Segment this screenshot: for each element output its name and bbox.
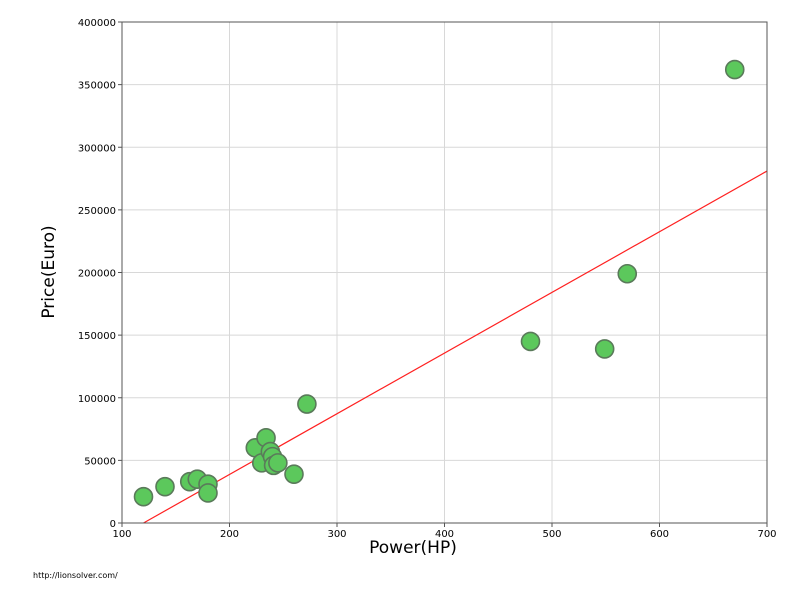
y-tick-label: 300000: [78, 143, 116, 154]
y-tick-label: 100000: [78, 394, 116, 405]
data-point: [155, 476, 175, 497]
x-tick-label: 700: [757, 529, 776, 540]
y-tick-label: 350000: [78, 81, 116, 92]
data-points: [133, 59, 745, 507]
data-point: [284, 464, 304, 484]
data-point: [520, 331, 541, 352]
y-tick-label: 150000: [78, 331, 116, 342]
y-axis-title: Price(Euro): [39, 225, 59, 318]
x-axis-title: Power(HP): [369, 538, 457, 558]
data-point: [297, 394, 317, 414]
y-axis-ticks: 0 50000 100000 150000 200000 250000 300000 3500…: [78, 18, 122, 530]
x-tick-label: 100: [112, 529, 131, 540]
data-point: [724, 59, 745, 80]
x-tick-label: 500: [542, 529, 561, 540]
data-point: [198, 483, 218, 503]
footer-url: http://lionsolver.com/: [33, 571, 118, 580]
x-tick-label: 600: [650, 529, 669, 540]
x-axis-ticks: 100 200 300 400 500 600 700: [112, 523, 777, 540]
y-tick-label: 400000: [78, 18, 116, 29]
grid-lines: [122, 22, 767, 523]
data-point: [133, 486, 154, 507]
trendline-layer: [143, 170, 768, 524]
y-tick-label: 0: [110, 519, 116, 530]
data-point: [594, 339, 615, 359]
trendline: [143, 170, 768, 524]
x-tick-label: 300: [327, 529, 346, 540]
data-point: [268, 453, 288, 473]
y-tick-label: 50000: [84, 456, 116, 467]
x-tick-label: 200: [220, 529, 239, 540]
y-tick-label: 250000: [78, 206, 116, 217]
x-tick-label: 400: [435, 529, 454, 540]
data-point: [617, 263, 638, 284]
y-tick-label: 200000: [78, 269, 116, 280]
